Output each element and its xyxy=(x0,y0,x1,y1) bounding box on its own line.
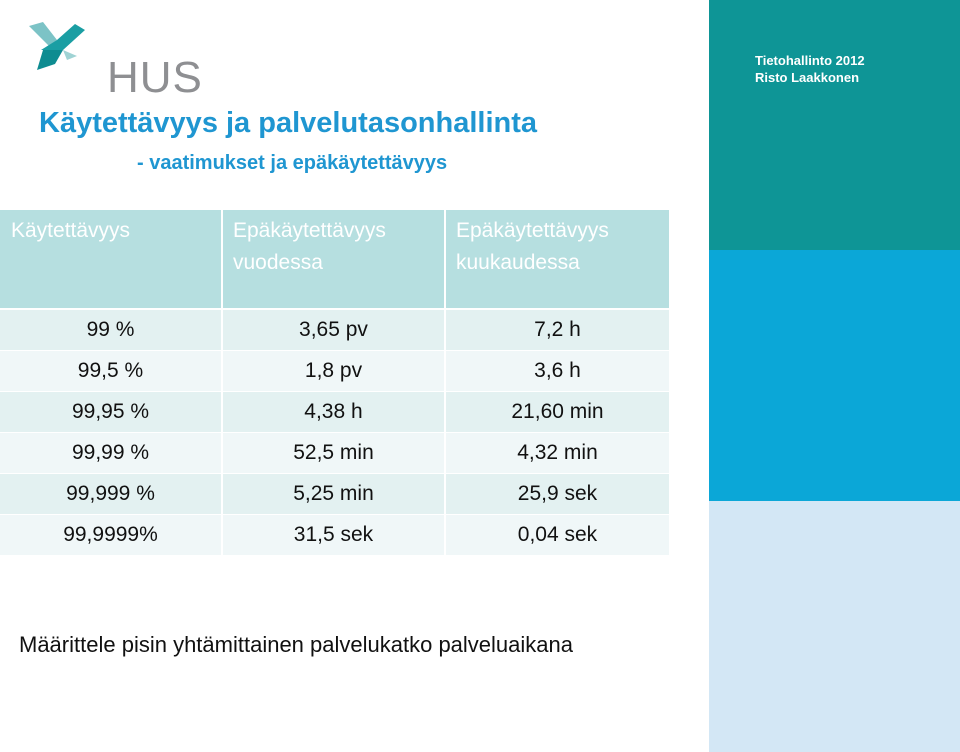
cell-availability: 99,99 % xyxy=(0,433,221,473)
table-row: 99,9999% 31,5 sek 0,04 sek xyxy=(0,515,669,555)
cell-downtime-month: 0,04 sek xyxy=(446,515,669,555)
table-row: 99,999 % 5,25 min 25,9 sek xyxy=(0,474,669,514)
cell-downtime-month: 21,60 min xyxy=(446,392,669,432)
table-header-downtime-month: Epäkäytettävyys kuukaudessa xyxy=(446,210,669,308)
cell-downtime-year: 1,8 pv xyxy=(223,351,444,391)
cell-downtime-year: 31,5 sek xyxy=(223,515,444,555)
header-line: Käytettävyys xyxy=(11,219,131,242)
cell-availability: 99,9999% xyxy=(0,515,221,555)
page-subtitle: - vaatimukset ja epäkäytettävyys xyxy=(137,152,448,174)
logo-wordmark: HUS xyxy=(107,53,203,102)
cell-downtime-month: 4,32 min xyxy=(446,433,669,473)
header-line: kuukaudessa xyxy=(456,251,580,274)
cell-availability: 99,95 % xyxy=(0,392,221,432)
hus-logo-icon xyxy=(29,22,85,70)
side-panel: Tietohallinto 2012 Risto Laakkonen xyxy=(709,0,960,752)
cell-downtime-month: 7,2 h xyxy=(446,310,669,350)
table-row: 99,99 % 52,5 min 4,32 min xyxy=(0,433,669,473)
cell-availability: 99 % xyxy=(0,310,221,350)
page-title: Käytettävyys ja palvelutasonhallinta xyxy=(39,107,538,139)
header-line: Epäkäytettävyys xyxy=(233,219,386,242)
table-row: 99,5 % 1,8 pv 3,6 h xyxy=(0,351,669,391)
side-caption: Tietohallinto 2012 Risto Laakkonen xyxy=(755,52,865,86)
side-band-light xyxy=(709,501,960,752)
cell-availability: 99,5 % xyxy=(0,351,221,391)
cell-downtime-month: 25,9 sek xyxy=(446,474,669,514)
table-header-availability: Käytettävyys xyxy=(0,210,221,308)
table-row: 99 % 3,65 pv 7,2 h xyxy=(0,310,669,350)
cell-downtime-year: 4,38 h xyxy=(223,392,444,432)
side-band-blue xyxy=(709,250,960,501)
side-caption-line2: Risto Laakkonen xyxy=(755,70,860,85)
header-line: vuodessa xyxy=(233,251,323,274)
side-band-teal xyxy=(709,0,960,250)
cell-downtime-year: 52,5 min xyxy=(223,433,444,473)
hus-logo: HUS xyxy=(27,20,202,100)
table-row: 99,95 % 4,38 h 21,60 min xyxy=(0,392,669,432)
table-header-downtime-year: Epäkäytettävyys vuodessa xyxy=(223,210,444,308)
cell-downtime-month: 3,6 h xyxy=(446,351,669,391)
cell-availability: 99,999 % xyxy=(0,474,221,514)
cell-downtime-year: 5,25 min xyxy=(223,474,444,514)
side-caption-line1: Tietohallinto 2012 xyxy=(755,53,865,68)
footnote: Määrittele pisin yhtämittainen palveluka… xyxy=(19,632,573,657)
header-line: Epäkäytettävyys xyxy=(456,219,609,242)
cell-downtime-year: 3,65 pv xyxy=(223,310,444,350)
